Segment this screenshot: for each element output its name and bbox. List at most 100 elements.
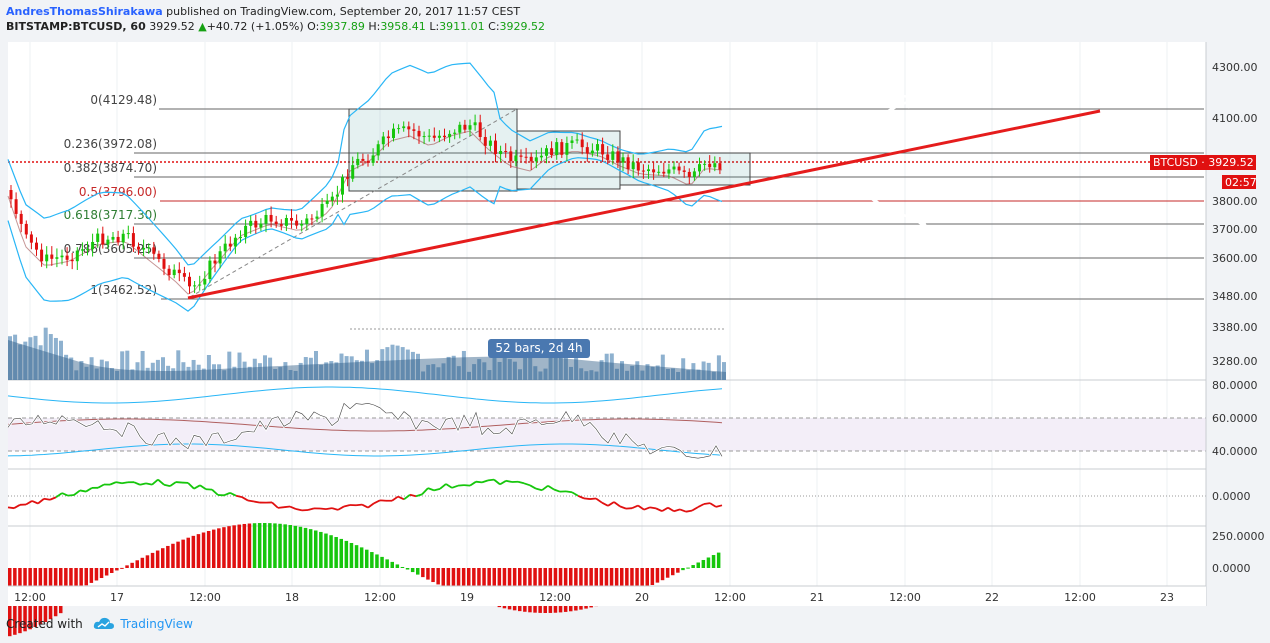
histogram-bar bbox=[385, 559, 389, 568]
osc-segment bbox=[661, 506, 669, 512]
osc-segment bbox=[397, 495, 405, 501]
last-price-badge-text: BTCUSD · 3929.52 bbox=[1153, 156, 1254, 169]
osc-segment bbox=[97, 483, 105, 489]
countdown-bg bbox=[1222, 175, 1256, 189]
countdown-text: 02:57 bbox=[1225, 176, 1257, 189]
candle-body bbox=[427, 135, 431, 137]
time-tick-label: 17 bbox=[110, 591, 124, 604]
candle-body bbox=[9, 190, 13, 200]
volume-bar bbox=[288, 370, 293, 380]
oscillator-pane bbox=[7, 478, 723, 513]
volume-bar bbox=[18, 344, 23, 380]
volume-bar bbox=[477, 359, 482, 380]
candle-body bbox=[249, 220, 253, 226]
histogram-bar bbox=[645, 568, 649, 588]
osc-segment bbox=[115, 481, 123, 485]
histogram-bar bbox=[110, 568, 114, 573]
candle-body bbox=[692, 171, 696, 177]
histogram-bar bbox=[278, 523, 282, 568]
volume-bar bbox=[528, 352, 533, 380]
candle-body bbox=[412, 129, 416, 131]
osc-segment bbox=[121, 481, 129, 485]
osc-segment bbox=[43, 497, 51, 501]
osc-segment bbox=[607, 501, 615, 507]
candle-body bbox=[346, 177, 350, 179]
histogram-bar bbox=[227, 526, 231, 568]
volume-bar bbox=[574, 353, 579, 380]
created-with: Created with bbox=[6, 617, 83, 631]
histogram-bar bbox=[655, 568, 660, 583]
candle-body bbox=[555, 142, 559, 156]
histogram-bar bbox=[324, 533, 328, 568]
histogram-bar bbox=[354, 545, 359, 568]
osc-segment bbox=[565, 490, 573, 494]
histogram-bar bbox=[650, 568, 655, 586]
histogram-bar bbox=[237, 524, 241, 568]
histogram-bar bbox=[222, 527, 226, 568]
histogram-bar bbox=[451, 568, 456, 592]
candle-body bbox=[162, 258, 166, 269]
volume-bar bbox=[59, 340, 63, 380]
osc-segment bbox=[79, 489, 87, 493]
candle-body bbox=[448, 133, 452, 138]
candle-body bbox=[550, 148, 554, 156]
tradingview-link[interactable]: TradingView bbox=[120, 617, 193, 631]
price-tick-label: 4300.00 bbox=[1212, 61, 1258, 74]
histogram-bar bbox=[191, 535, 196, 568]
osc-segment bbox=[37, 498, 45, 505]
volume-bar bbox=[706, 362, 711, 380]
symbol-label[interactable]: BITSTAMP:BTCUSD, 60 bbox=[6, 20, 146, 33]
volume-bar bbox=[671, 368, 675, 380]
volume-bar bbox=[222, 370, 227, 380]
volume-bar bbox=[400, 347, 405, 380]
candle-body bbox=[463, 124, 467, 130]
histogram-bar bbox=[217, 528, 221, 568]
histogram-bar bbox=[665, 568, 670, 578]
volume-bar bbox=[558, 357, 563, 380]
candle-body bbox=[601, 144, 605, 155]
volume-bar bbox=[620, 361, 624, 380]
histogram-bar bbox=[166, 545, 170, 568]
volume-bar bbox=[339, 353, 344, 380]
volume-bar bbox=[569, 366, 573, 380]
author-link[interactable]: AndresThomasShirakawa bbox=[6, 5, 163, 18]
histogram-bar bbox=[431, 568, 435, 583]
high-value: 3958.41 bbox=[380, 20, 426, 33]
histogram-bar bbox=[206, 530, 211, 568]
histogram-bar bbox=[74, 568, 78, 590]
osc-segment bbox=[193, 484, 201, 490]
candle-body bbox=[386, 136, 390, 139]
osc-segment bbox=[601, 501, 609, 507]
volume-bar bbox=[441, 363, 446, 380]
histogram-bar bbox=[701, 559, 706, 568]
osc-segment bbox=[247, 499, 255, 503]
volume-bar bbox=[38, 345, 43, 380]
volume-bar bbox=[181, 362, 186, 380]
candle-body bbox=[101, 233, 105, 245]
histogram-bar bbox=[706, 557, 711, 568]
time-tick-label: 22 bbox=[985, 591, 999, 604]
candle-body bbox=[91, 241, 95, 250]
candle-body bbox=[40, 249, 44, 262]
osc-segment bbox=[667, 506, 675, 512]
histogram-bar bbox=[416, 568, 420, 575]
volume-bar bbox=[665, 368, 670, 380]
osc-segment bbox=[163, 483, 171, 487]
pane-tick-label: 0.0000 bbox=[1212, 490, 1251, 503]
osc-segment bbox=[439, 483, 447, 490]
volume-bar bbox=[451, 355, 456, 380]
osc-segment bbox=[589, 497, 597, 500]
osc-segment bbox=[85, 487, 93, 493]
osc-segment bbox=[283, 505, 291, 509]
candle-body bbox=[611, 151, 615, 160]
histogram-bar bbox=[140, 557, 145, 568]
drawings[interactable] bbox=[187, 94, 1101, 300]
osc-segment bbox=[289, 505, 297, 510]
osc-segment bbox=[343, 504, 351, 508]
rsi-upper-band bbox=[7, 386, 723, 404]
histogram-bar bbox=[421, 568, 425, 578]
range-label: 52 bars, 2d 4h bbox=[488, 339, 590, 358]
volume-bar bbox=[563, 352, 568, 380]
arrow-down-head bbox=[912, 214, 928, 230]
